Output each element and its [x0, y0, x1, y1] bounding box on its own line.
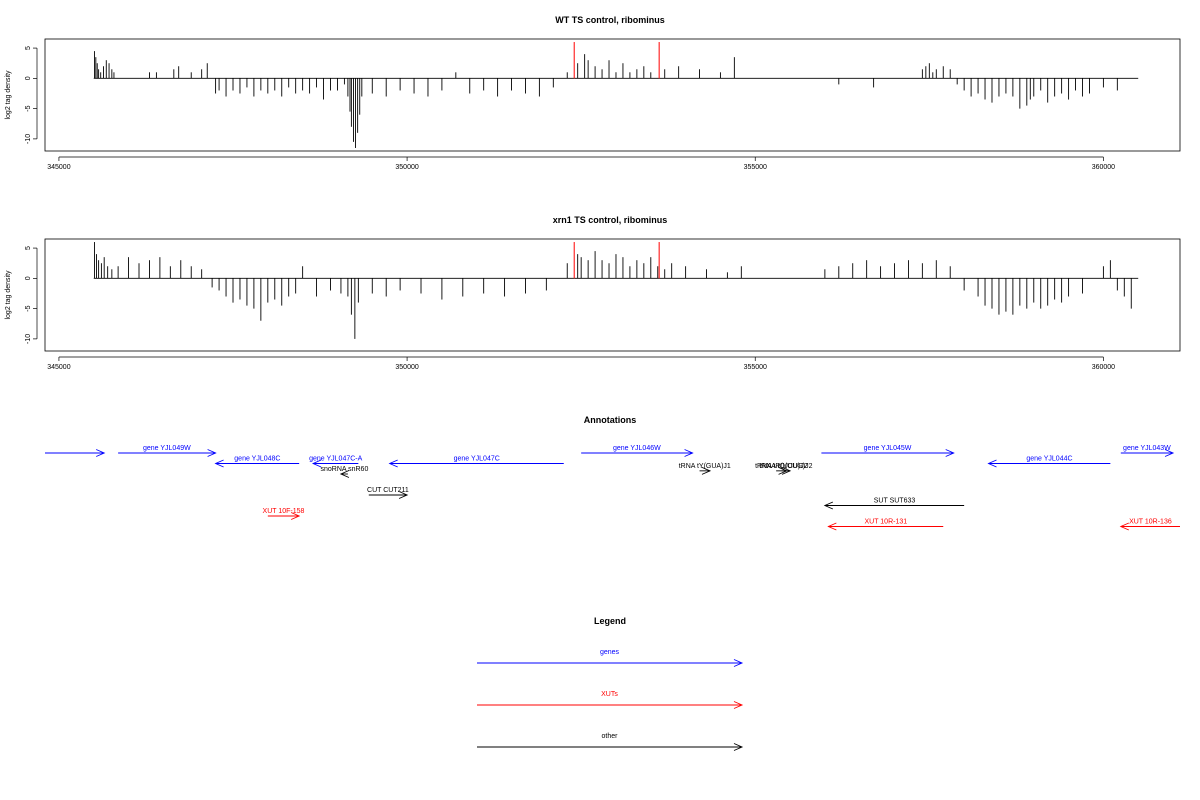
- legend: Legend genes XUTs other: [477, 616, 744, 751]
- xrn1-track-panel: xrn1 TS control, ribominus log2 tag dens…: [5, 215, 1181, 371]
- feature-arrow-head: [1119, 522, 1129, 531]
- feature-arrow-head: [311, 459, 322, 468]
- legend-item: genes: [477, 649, 744, 667]
- feature-arrow: [339, 470, 350, 478]
- xrn1-x-tick-label: 350000: [395, 364, 418, 371]
- feature-arrow: [821, 449, 955, 457]
- feature-arrow: [267, 512, 301, 520]
- legend-item-label: genes: [600, 649, 620, 656]
- feature-arrow-head: [701, 466, 712, 475]
- feature-arrow: [388, 459, 564, 468]
- legend-arrow-head: [733, 659, 744, 667]
- wt-x-tick-label: 350000: [395, 164, 418, 171]
- feature-label: XUT 10R-131: [864, 519, 907, 526]
- xrn1-plot-frame: [44, 238, 1181, 352]
- xrn1-x-axis: 345000 350000 355000 360000: [47, 356, 1115, 371]
- xrn1-y-axis-label: log2 tag density: [5, 270, 12, 320]
- feature-label: gene YJL049W: [143, 445, 191, 452]
- feature-arrow: [214, 459, 300, 468]
- legend-arrow-head: [733, 743, 744, 751]
- feature-arrow-head: [207, 449, 217, 457]
- wt-x-axis: 345000 350000 355000 360000: [47, 156, 1115, 171]
- feature-label: CUT CUT211: [367, 487, 409, 494]
- feature-label: XUT 10F-158: [263, 508, 305, 515]
- feature-label: tRNA tQ(UUG)J2: [759, 463, 812, 470]
- feature-arrow-head: [987, 459, 997, 468]
- feature-label: gene YJL043W: [1123, 445, 1171, 452]
- xrn1-y-axis: 5 0 -5 -10: [25, 246, 38, 344]
- feature-arrow-head: [781, 466, 792, 475]
- wt-density-bars: [93, 42, 1139, 148]
- feature-arrow: [45, 449, 106, 457]
- feature-arrow: [1119, 522, 1180, 531]
- xrn1-track-title: xrn1 TS control, ribominus: [553, 215, 668, 225]
- feature-arrow-head: [1164, 449, 1175, 457]
- legend-title: Legend: [594, 616, 626, 626]
- feature-arrow-head: [290, 512, 301, 520]
- wt-x-tick-label: 360000: [1092, 164, 1115, 171]
- feature-label: gene YJL044C: [1026, 456, 1072, 463]
- xrn1-y-tick-label: 5: [25, 246, 32, 250]
- feature-arrow: [118, 449, 217, 457]
- feature-label: tRNA tY(GUA)J1: [679, 463, 731, 470]
- wt-track-panel: WT TS control, ribominus log2 tag densit…: [5, 15, 1181, 171]
- feature-label: gene YJL047C-A: [309, 456, 363, 463]
- legend-item-label: XUTs: [601, 691, 618, 698]
- feature-arrow-head: [823, 501, 834, 510]
- legend-item-label: other: [602, 733, 619, 740]
- feature-arrows: gene YJL049W gene YJL048C gene YJL047C-A ge…: [45, 445, 1180, 531]
- feature-label: gene YJL048C: [234, 456, 280, 463]
- xrn1-density-bars: [93, 242, 1139, 339]
- xrn1-y-tick-label: -10: [25, 334, 32, 344]
- legend-item: other: [477, 733, 744, 751]
- feature-label: tRNA tR(UCU)J2: [755, 463, 808, 470]
- legend-items: genes XUTs other: [477, 649, 744, 751]
- feature-arrow-head: [96, 449, 106, 457]
- wt-plot-frame: [44, 38, 1181, 152]
- feature-arrow-head: [945, 449, 955, 457]
- annotations-title: Annotations: [584, 415, 637, 425]
- feature-label: gene YJL046W: [613, 445, 661, 452]
- feature-arrow: [311, 459, 359, 468]
- wt-track-title: WT TS control, ribominus: [555, 15, 665, 25]
- wt-x-tick-label: 355000: [744, 164, 767, 171]
- feature-label: XUT 10R-136: [1129, 519, 1172, 526]
- wt-y-tick-label: 5: [25, 46, 32, 50]
- feature-arrow: [823, 501, 965, 510]
- feature-arrow: [368, 491, 409, 499]
- xrn1-y-tick-label: 0: [25, 276, 32, 280]
- wt-y-tick-label: 0: [25, 76, 32, 80]
- legend-arrow-head: [733, 701, 744, 709]
- feature-arrow: [987, 459, 1111, 468]
- feature-arrow: [827, 522, 944, 531]
- feature-arrow-head: [827, 522, 837, 531]
- feature-label: gene YJL047C: [454, 456, 500, 463]
- feature-arrow: [581, 449, 694, 457]
- wt-x-tick-label: 345000: [47, 164, 70, 171]
- xrn1-x-tick-label: 355000: [744, 364, 767, 371]
- feature-arrow: [1120, 449, 1175, 457]
- wt-y-tick-label: -5: [25, 105, 32, 111]
- feature-label: SUT SUT633: [874, 498, 916, 505]
- feature-arrow: [781, 466, 792, 475]
- feature-label: snoRNA snR60: [320, 466, 368, 473]
- feature-arrow-head: [684, 449, 694, 457]
- feature-label: gene YJL045W: [864, 445, 912, 452]
- xrn1-x-tick-label: 360000: [1092, 364, 1115, 371]
- wt-y-axis-label: log2 tag density: [5, 70, 12, 120]
- legend-item: XUTs: [477, 691, 744, 709]
- feature-arrow: [699, 466, 712, 475]
- wt-y-tick-label: -10: [25, 134, 32, 144]
- wt-y-axis: 5 0 -5 -10: [25, 46, 38, 144]
- xrn1-x-tick-label: 345000: [47, 364, 70, 371]
- xrn1-y-tick-label: -5: [25, 305, 32, 311]
- feature-arrow-head: [388, 459, 398, 468]
- feature-arrow-head: [398, 491, 409, 499]
- feature-arrow-head: [214, 459, 224, 468]
- feature-arrow-head: [339, 470, 350, 478]
